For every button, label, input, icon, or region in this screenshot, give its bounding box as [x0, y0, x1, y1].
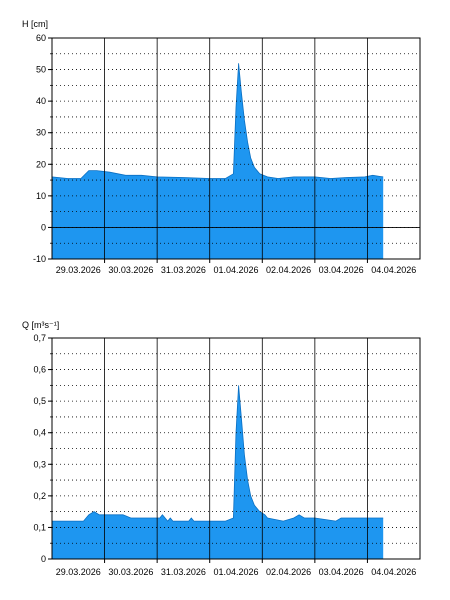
x-tick-label: 01.04.2026 [213, 567, 258, 577]
y-tick-label: 0,2 [33, 491, 46, 501]
y-tick-label: 0,6 [33, 365, 46, 375]
y-axis-title: H [cm] [22, 19, 48, 29]
x-tick-label: 03.04.2026 [319, 265, 364, 275]
y-tick-label: 0,1 [33, 522, 46, 532]
y-axis-title: Q [m³s⁻¹] [22, 320, 59, 330]
series-line [52, 385, 384, 522]
series-area [52, 63, 384, 228]
series-line [51, 63, 384, 179]
y-tick-label: 0,4 [33, 428, 46, 438]
x-tick-label: 31.03.2026 [161, 567, 206, 577]
x-tick-label: 04.04.2026 [371, 567, 416, 577]
x-tick-label: 31.03.2026 [161, 265, 206, 275]
y-tick-label: -10 [33, 254, 46, 264]
area-below-zero [52, 227, 384, 259]
y-tick-label: 10 [36, 191, 46, 201]
x-tick-label: 02.04.2026 [266, 265, 311, 275]
x-tick-label: 30.03.2026 [108, 265, 153, 275]
y-tick-label: 20 [36, 159, 46, 169]
water-level-chart: -10 0 10 20 30 40 50 60 29.03.2026 30.03.2026 31.0… [22, 19, 421, 275]
y-tick-label: 40 [36, 96, 46, 106]
y-tick-label: 0 [41, 554, 46, 564]
discharge-chart: 0 0,1 0,2 0,3 0,4 0,5 0,6 0,7 29.03.2026 30.03.20… [22, 320, 421, 577]
y-tick-label: 0 [41, 222, 46, 232]
x-tick-label: 29.03.2026 [56, 265, 101, 275]
x-tick-label: 29.03.2026 [56, 567, 101, 577]
y-tick-label: 0,7 [33, 333, 46, 343]
x-tick-label: 03.04.2026 [319, 567, 364, 577]
y-tick-label: 60 [36, 33, 46, 43]
x-tick-label: 01.04.2026 [213, 265, 258, 275]
x-tick-label: 02.04.2026 [266, 567, 311, 577]
x-tick-label: 04.04.2026 [371, 265, 416, 275]
y-tick-label: 50 [36, 65, 46, 75]
y-tick-label: 0,5 [33, 396, 46, 406]
y-tick-label: 30 [36, 128, 46, 138]
series-area [52, 385, 384, 559]
x-tick-label: 30.03.2026 [108, 567, 153, 577]
y-tick-label: 0,3 [33, 459, 46, 469]
